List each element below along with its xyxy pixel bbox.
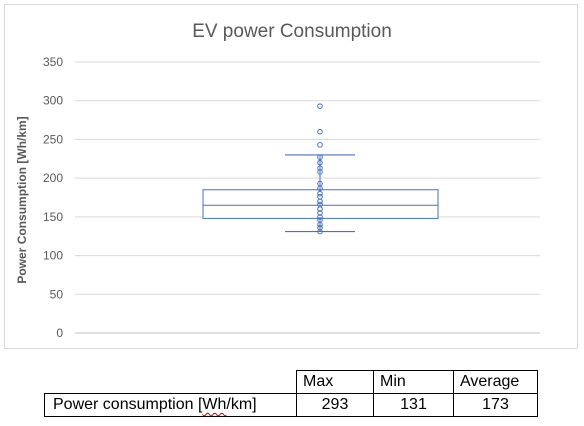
data-point (317, 165, 323, 171)
header-min: Min (373, 370, 454, 394)
y-tick-label: 150 (43, 210, 63, 224)
data-point (317, 210, 323, 216)
gridlines (75, 61, 540, 334)
chart-area: EV power Consumption Power Consumption [… (4, 4, 578, 349)
y-axis-title: Power Consumption [Wh/km] (15, 116, 29, 283)
y-tick-label: 200 (43, 171, 63, 185)
row-label-prefix: Power consumption [ (53, 396, 203, 413)
y-tick-labels: 0 50 100 150 200 250 300 350 (43, 55, 63, 340)
stats-table: Max Min Average Power consumption [Wh/km… (44, 370, 538, 417)
data-point (317, 159, 323, 166)
data-point (317, 185, 323, 192)
value-average: 173 (453, 393, 538, 417)
header-max: Max (296, 370, 374, 394)
y-tick-label: 50 (50, 287, 64, 301)
data-point (317, 198, 323, 205)
box-plot-chart: EV power Consumption Power Consumption [… (15, 21, 540, 340)
data-point (317, 169, 323, 175)
row-label-unit: Wh (202, 396, 227, 413)
y-tick-label: 300 (43, 94, 63, 108)
y-tick-label: 0 (56, 326, 63, 340)
data-point (317, 128, 323, 135)
y-tick-label: 100 (43, 249, 63, 263)
box-plot (202, 154, 439, 233)
table-header-row: Max Min Average (45, 370, 538, 394)
data-points (317, 103, 323, 235)
data-point (317, 190, 323, 197)
y-tick-label: 250 (43, 132, 63, 146)
data-point (317, 214, 323, 220)
y-tick-label: 350 (43, 55, 63, 69)
chart-title: EV power Consumption (192, 21, 392, 42)
data-point (317, 103, 323, 109)
row-label: Power consumption [Wh/km] (44, 393, 297, 417)
data-point (317, 221, 323, 228)
data-point (317, 206, 323, 212)
data-point (317, 142, 323, 148)
data-point (317, 228, 323, 235)
value-max: 293 (296, 393, 374, 417)
data-point (317, 224, 323, 231)
table-corner-cell (45, 371, 297, 394)
table-row: Power consumption [Wh/km] 293 131 173 (44, 393, 538, 417)
header-average: Average (453, 370, 538, 394)
row-label-suffix: /km] (226, 396, 257, 413)
value-min: 131 (373, 393, 454, 417)
data-point (317, 154, 323, 161)
